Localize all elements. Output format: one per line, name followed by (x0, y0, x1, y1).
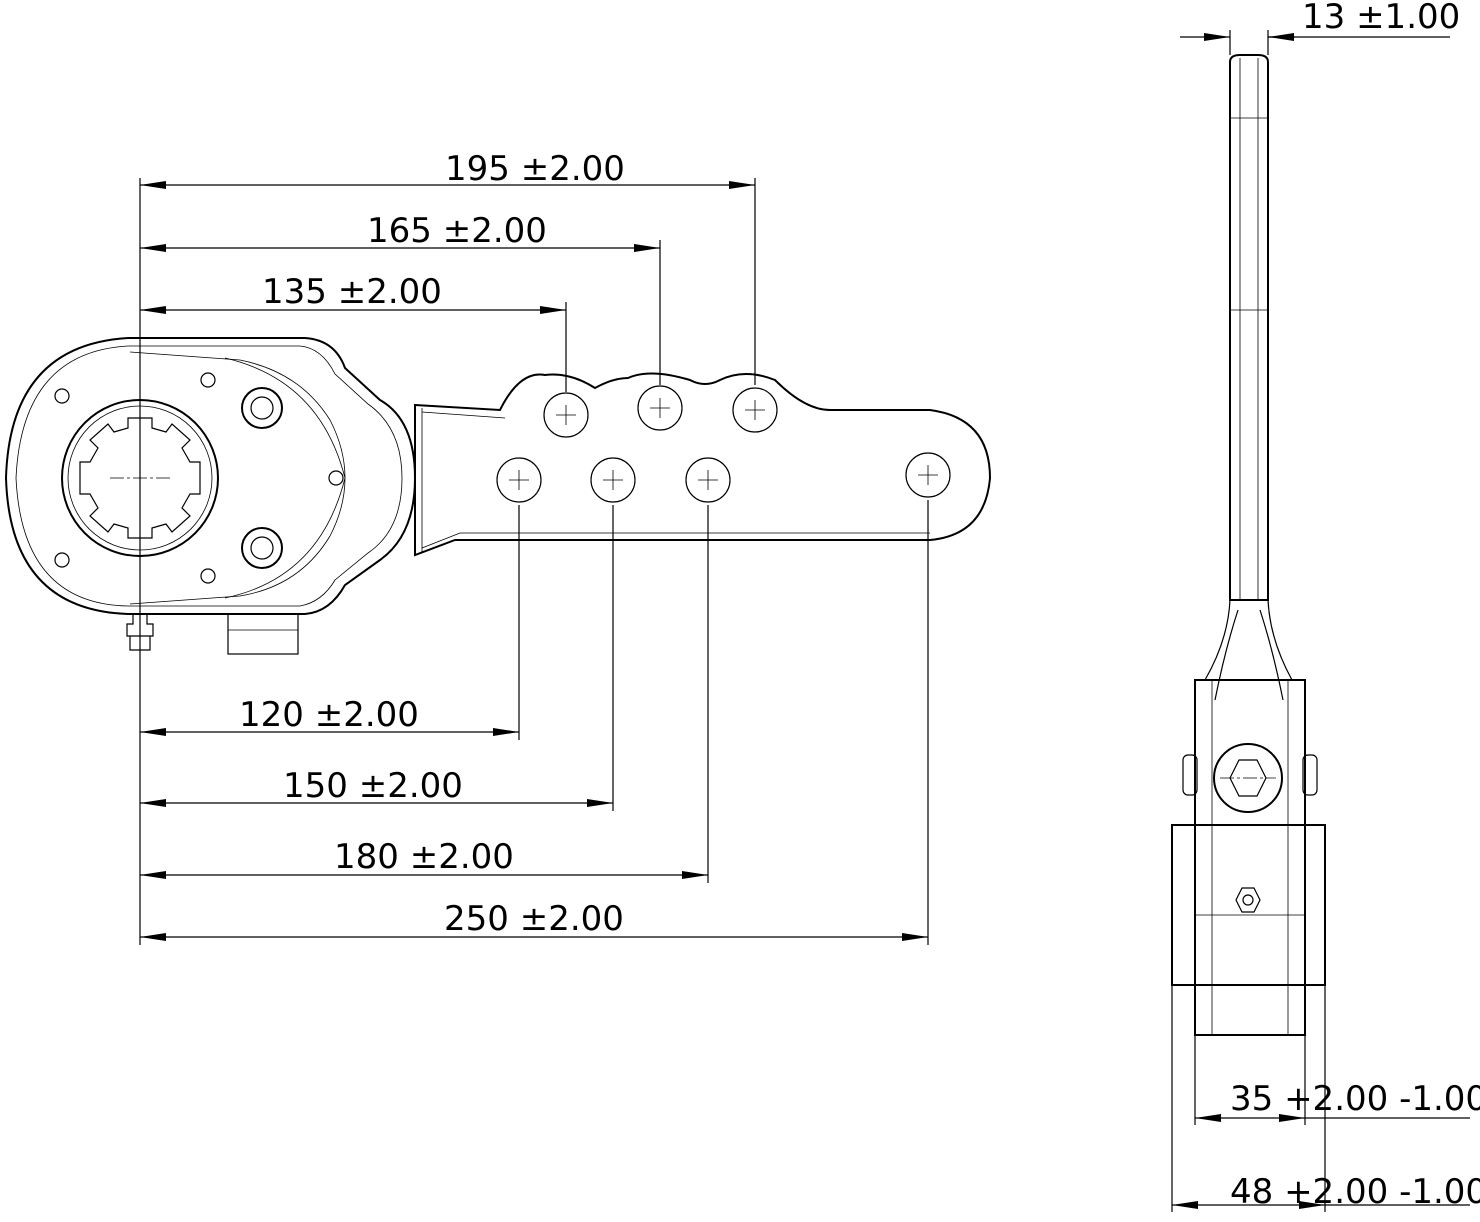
dimension-label-180: 180 ±2.00 (334, 837, 514, 877)
mounting-holes (54, 372, 344, 584)
dimension-label-13: 13 ±1.00 (1302, 0, 1460, 37)
dimension-label-120: 120 ±2.00 (239, 695, 419, 735)
housing (1194, 679, 1306, 1036)
worm-nut (227, 613, 299, 655)
spline-teeth (79, 417, 201, 539)
hub-outer (1171, 824, 1326, 986)
lever-head-outline (4, 337, 417, 615)
lever-arm-outline (414, 372, 992, 557)
dimension-label-165: 165 ±2.00 (367, 211, 547, 251)
front-view: 195 ±2.00 165 ±2.00 135 ±2.00 120 ±2.00 … (4, 149, 992, 945)
dimension-label-195: 195 ±2.00 (445, 149, 625, 189)
grease-fitting (1235, 887, 1261, 913)
dimension-label-35: 35 +2.00 -1.00 (1230, 1079, 1480, 1119)
arm-rod (1229, 54, 1269, 601)
arm-holes (496, 385, 951, 503)
dimension-label-250: 250 ±2.00 (444, 899, 624, 939)
side-view: 13 ±1.00 35 +2.00 -1.00 48 +2.00 -1.00 (1171, 0, 1480, 1212)
dimension-label-135: 135 ±2.00 (262, 272, 442, 312)
dimension-label-48: 48 +2.00 -1.00 (1230, 1172, 1480, 1212)
dimension-label-150: 150 ±2.00 (283, 766, 463, 806)
